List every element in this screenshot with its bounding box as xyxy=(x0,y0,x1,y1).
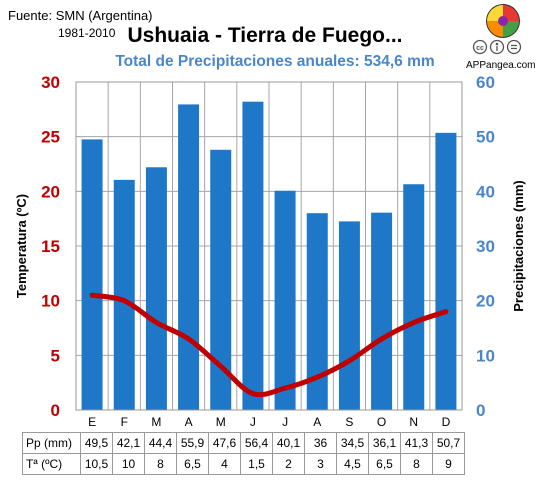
temp-value-cell: 10,5 xyxy=(80,453,113,475)
left-axis-label: Temperatura (ºC) xyxy=(14,194,29,298)
left-tick-label: 20 xyxy=(41,182,60,201)
precip-bar-6 xyxy=(242,101,264,411)
temp-value-cell: 3 xyxy=(304,453,337,475)
temp-value-cell: 4 xyxy=(208,453,241,475)
precip-bar-11 xyxy=(403,184,425,410)
precip-value-cell: 36,1 xyxy=(368,432,401,454)
precip-value-cell: 34,5 xyxy=(336,432,369,454)
month-label: M xyxy=(216,415,226,429)
month-label: D xyxy=(442,415,451,429)
precip-value-cell: 55,9 xyxy=(176,432,209,454)
period-label: 1981-2010 xyxy=(58,26,116,40)
month-label: M xyxy=(151,415,161,429)
temp-series-line xyxy=(89,292,449,398)
plot-frame xyxy=(75,81,463,411)
chart-subtitle: Total de Precipitaciones anuales: 534,6 … xyxy=(115,53,435,70)
temp-value-cell: 9 xyxy=(432,453,465,475)
precip-value-cell: 49,5 xyxy=(80,432,113,454)
precip-bar-10 xyxy=(371,212,393,410)
right-axis-label: Precipitaciones (mm) xyxy=(511,180,526,312)
precip-value-cell: 41,3 xyxy=(400,432,433,454)
left-tick-label: 10 xyxy=(41,292,60,311)
precip-value-cell: 42,1 xyxy=(112,432,145,454)
precip-value-cell: 56,4 xyxy=(240,432,273,454)
temp-value-cell: 4,5 xyxy=(336,453,369,475)
temp-value-cell: 8 xyxy=(144,453,177,475)
left-axis-ticks: 0 5 10 15 20 25 30 xyxy=(41,73,60,420)
brand-label: APPangea.com xyxy=(466,60,536,71)
chart-grid xyxy=(76,81,462,411)
temp-line xyxy=(89,292,449,398)
row-label-precip: Pp (mm) xyxy=(22,432,81,454)
temp-value-cell: 8 xyxy=(400,453,433,475)
precip-bar-12 xyxy=(435,132,457,410)
right-tick-label: 10 xyxy=(476,346,495,365)
month-label: J xyxy=(250,415,256,429)
precip-value-cell: 36 xyxy=(304,432,337,454)
right-tick-label: 20 xyxy=(476,292,495,311)
right-tick-label: 60 xyxy=(476,73,495,92)
right-tick-label: 50 xyxy=(476,128,495,147)
left-tick-label: 25 xyxy=(41,128,60,147)
month-label: J xyxy=(282,415,288,429)
month-label: N xyxy=(409,415,418,429)
precip-bar-5 xyxy=(210,149,232,410)
precip-value-cell: 40,1 xyxy=(272,432,305,454)
right-tick-label: 30 xyxy=(476,237,495,256)
month-label: O xyxy=(377,415,386,429)
precip-bar-9 xyxy=(338,221,360,410)
temp-value-cell: 10 xyxy=(112,453,145,475)
precip-bar-7 xyxy=(274,190,296,410)
right-axis-ticks: 0 10 20 30 40 50 60 xyxy=(476,73,495,420)
precip-value-cell: 44,4 xyxy=(144,432,177,454)
month-label: S xyxy=(345,415,353,429)
table-row-precip: Pp (mm) 49,5 42,1 44,4 55,9 47,6 56,4 40,1 36 34… xyxy=(22,432,465,454)
data-table: Pp (mm) 49,5 42,1 44,4 55,9 47,6 56,4 40,1 36 34… xyxy=(22,432,465,475)
temp-value-cell: 1,5 xyxy=(240,453,273,475)
precip-bar-3 xyxy=(145,167,167,410)
temp-value-cell: 6,5 xyxy=(368,453,401,475)
precip-bar-1 xyxy=(81,139,103,410)
left-tick-label: 0 xyxy=(51,401,60,420)
precip-bar-8 xyxy=(306,213,328,410)
left-tick-label: 15 xyxy=(41,237,60,256)
table-row-temp: Tª (ºC) 10,5 10 8 6,5 4 1,5 2 3 4,5 6,5 8 9 xyxy=(22,453,465,475)
month-label: A xyxy=(313,415,321,429)
right-tick-label: 40 xyxy=(476,182,495,201)
right-tick-label: 0 xyxy=(476,401,485,420)
precip-bar-2 xyxy=(113,179,135,410)
precip-value-cell: 47,6 xyxy=(208,432,241,454)
temp-value-cell: 2 xyxy=(272,453,305,475)
month-label: A xyxy=(185,415,193,429)
precip-bar-4 xyxy=(178,104,200,410)
left-tick-label: 5 xyxy=(51,346,60,365)
month-label: F xyxy=(121,415,128,429)
temp-value-cell: 6,5 xyxy=(176,453,209,475)
chart-title: Ushuaia - Tierra de Fuego... xyxy=(127,24,403,47)
source-label: Fuente: SMN (Argentina) xyxy=(8,8,153,23)
precip-value-cell: 50,7 xyxy=(432,432,465,454)
left-tick-label: 30 xyxy=(41,73,60,92)
row-label-temp: Tª (ºC) xyxy=(22,453,81,475)
month-label: E xyxy=(88,415,96,429)
precip-bars xyxy=(81,101,457,411)
